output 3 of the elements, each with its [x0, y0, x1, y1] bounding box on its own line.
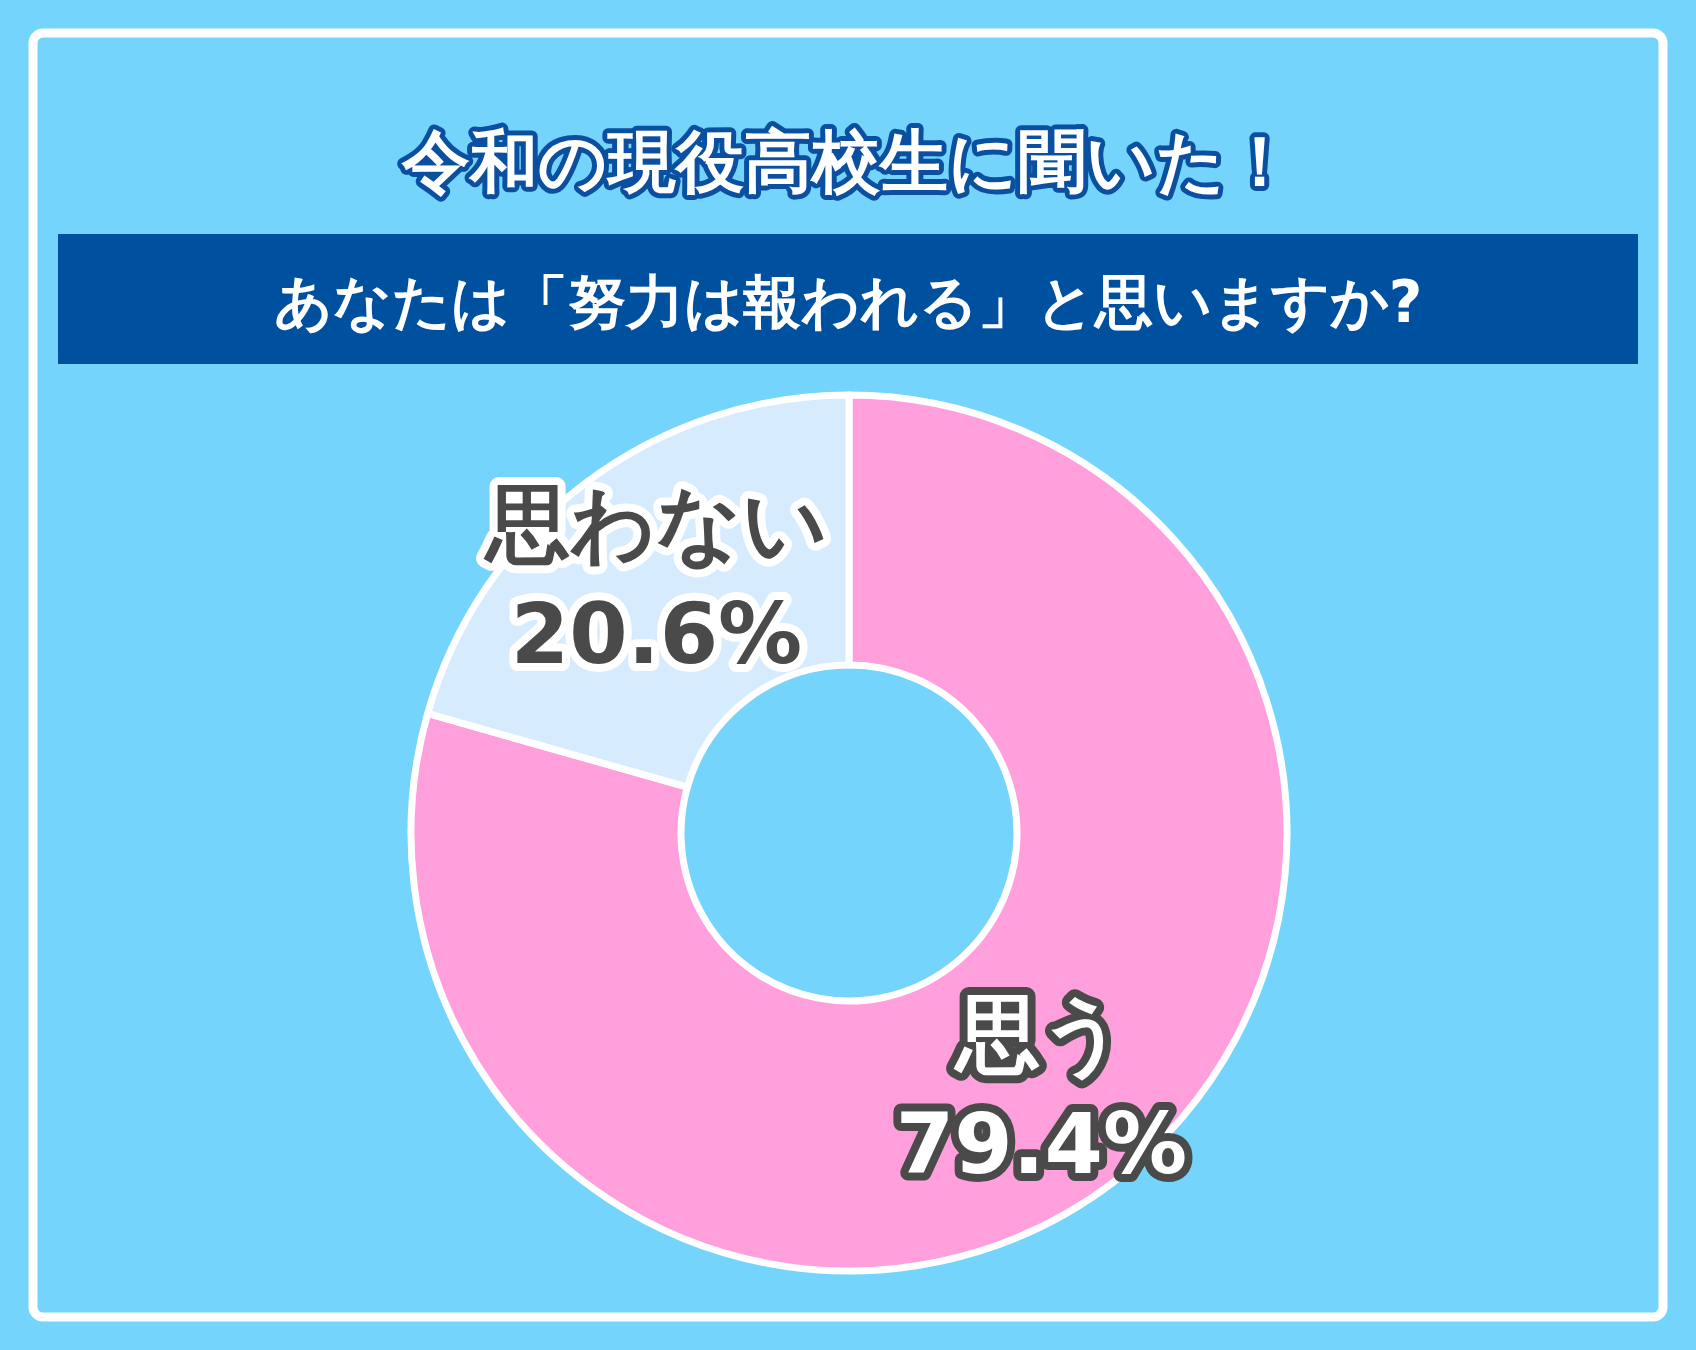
chart-subtitle: あなたは「努力は報われる」と思いますか? — [273, 268, 1423, 336]
data-label: 20.6% — [510, 585, 803, 684]
chart-title: 令和の現役高校生に聞いた！ — [401, 122, 1294, 201]
